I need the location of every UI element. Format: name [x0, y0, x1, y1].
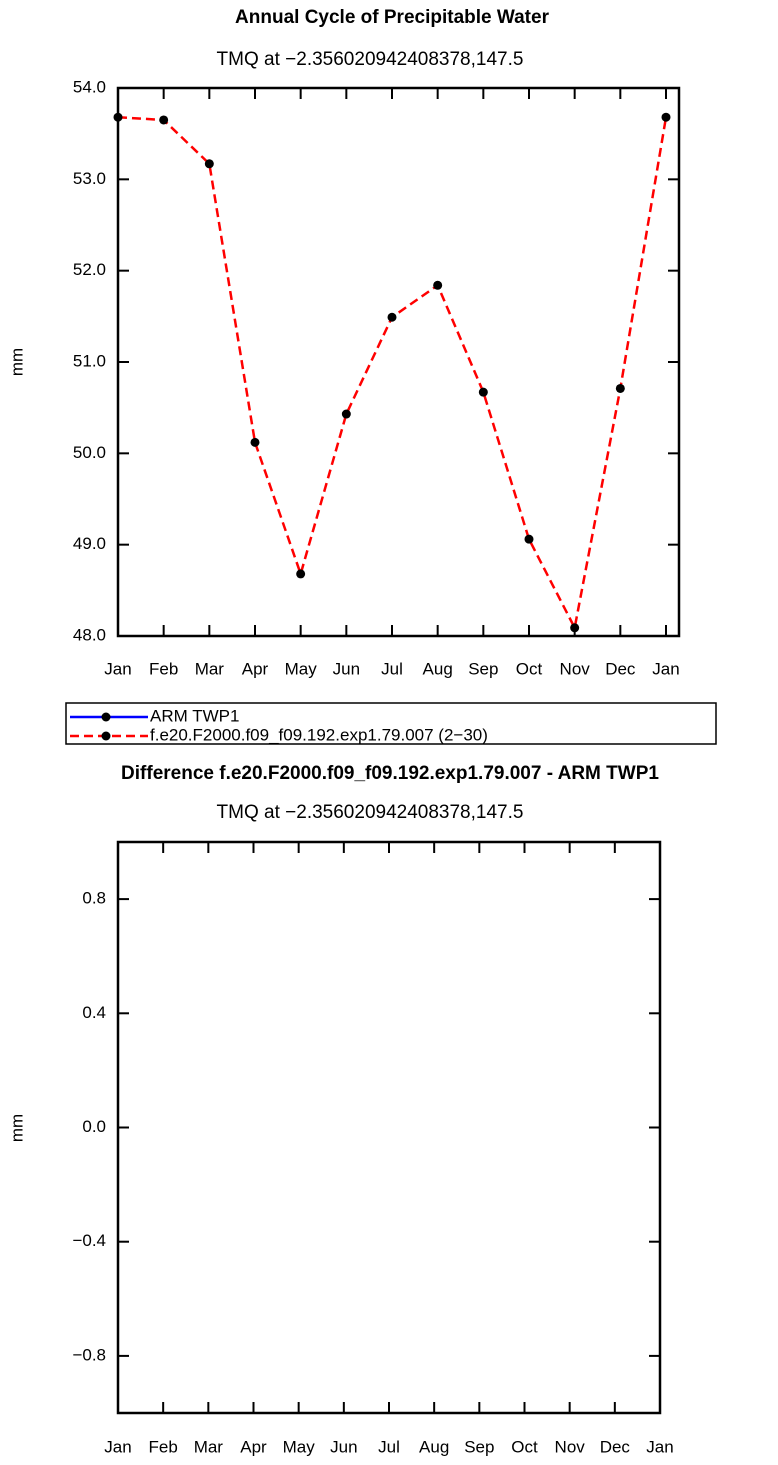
x-tick-label: Jun — [330, 1437, 357, 1456]
data-point — [341, 409, 351, 419]
x-tick-label: Sep — [464, 1437, 494, 1456]
legend-label: f.e20.F2000.f09_f09.192.exp1.79.007 (2−3… — [150, 725, 488, 744]
y-tick-label: 0.4 — [82, 1003, 106, 1022]
data-point — [204, 159, 214, 169]
x-tick-label: Mar — [195, 659, 225, 678]
x-tick-label: Apr — [242, 659, 269, 678]
data-point — [478, 387, 488, 397]
x-tick-label: Sep — [468, 659, 498, 678]
x-tick-label: Nov — [555, 1437, 586, 1456]
y-tick-label: −0.4 — [72, 1231, 106, 1250]
x-tick-label: Dec — [605, 659, 636, 678]
plot-frame — [116, 86, 681, 638]
legend-marker — [101, 712, 111, 722]
y-tick-label: 0.8 — [82, 889, 106, 908]
x-tick-label: Oct — [511, 1437, 538, 1456]
chart-title: Difference f.e20.F2000.f09_f09.192.exp1.… — [121, 763, 659, 784]
x-tick-label: May — [285, 659, 318, 678]
legend-box — [65, 702, 717, 745]
x-tick-label: Apr — [240, 1437, 267, 1456]
y-tick-label: 50.0 — [73, 443, 106, 462]
x-tick-label: Dec — [600, 1437, 631, 1456]
y-tick-label: 53.0 — [73, 169, 106, 188]
data-point — [250, 437, 260, 447]
x-tick-label: Oct — [516, 659, 543, 678]
plot-frame — [116, 840, 662, 1415]
x-tick-label: Jan — [104, 1437, 131, 1456]
y-tick-label: 51.0 — [73, 351, 106, 370]
data-point — [570, 623, 580, 633]
y-tick-label: 54.0 — [73, 77, 106, 96]
legend-label: ARM TWP1 — [150, 706, 239, 725]
chart-subtitle: TMQ at −2.356020942408378,147.5 — [217, 802, 524, 823]
data-point — [433, 280, 443, 290]
data-point — [113, 112, 123, 122]
y-tick-label: 49.0 — [73, 534, 106, 553]
x-tick-label: Feb — [149, 659, 178, 678]
chart-subtitle: TMQ at −2.356020942408378,147.5 — [217, 49, 524, 70]
x-tick-label: Nov — [560, 659, 591, 678]
data-point — [159, 115, 169, 125]
data-line — [117, 115, 668, 632]
x-tick-label: Aug — [419, 1437, 449, 1456]
chart-title: Annual Cycle of Precipitable Water — [235, 7, 550, 28]
y-tick-label: 52.0 — [73, 260, 106, 279]
x-tick-label: May — [283, 1437, 316, 1456]
x-tick-label: Jul — [381, 659, 403, 678]
x-tick-label: Aug — [423, 659, 453, 678]
x-tick-label: Jan — [652, 659, 679, 678]
x-tick-label: Jul — [378, 1437, 400, 1456]
data-point — [615, 383, 625, 393]
y-tick-label: −0.8 — [72, 1345, 106, 1364]
legend-marker — [101, 731, 111, 741]
x-tick-label: Jun — [333, 659, 360, 678]
y-axis-label: mm — [7, 1114, 26, 1142]
y-tick-label: 48.0 — [73, 625, 106, 644]
data-point — [661, 112, 671, 122]
data-point — [387, 312, 397, 322]
x-tick-label: Jan — [646, 1437, 673, 1456]
data-point — [524, 534, 534, 544]
x-tick-label: Jan — [104, 659, 131, 678]
y-tick-label: 0.0 — [82, 1117, 106, 1136]
y-axis-label: mm — [7, 348, 26, 376]
data-point — [296, 569, 306, 579]
x-tick-label: Feb — [149, 1437, 178, 1456]
x-tick-label: Mar — [194, 1437, 224, 1456]
